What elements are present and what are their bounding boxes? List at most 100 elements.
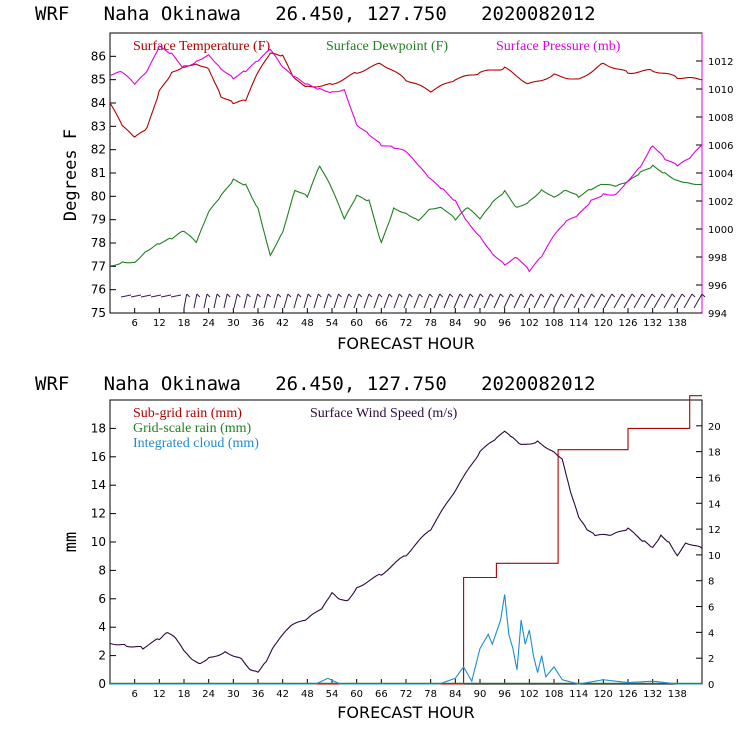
left-y-tick-label: 12: [91, 507, 106, 521]
wind-barb: [613, 293, 623, 309]
wind-barb: [463, 293, 471, 309]
left-y-tick-label: 77: [91, 259, 106, 273]
legend-integrated-cloud: Integrated cloud (mm): [133, 436, 259, 451]
wind-barb: [363, 293, 370, 309]
wind-barb: [493, 293, 501, 309]
wind-barb-flag: [398, 293, 403, 298]
wind-barb-flag: [449, 293, 454, 298]
legend-surface-wind-speed: Surface Wind Speed (m/s): [310, 406, 458, 421]
x-tick-label: 42: [276, 689, 289, 700]
wind-barb-flag: [257, 293, 261, 298]
wind-barb: [643, 293, 653, 309]
left-y-tick-label: 83: [91, 119, 106, 133]
wind-barb-flag: [186, 293, 191, 298]
right-y-tick-label: 998: [708, 253, 727, 264]
right-y-tick-label: 0: [708, 680, 714, 691]
wind-barb: [170, 294, 182, 298]
left-y-tick-label: 76: [91, 283, 106, 297]
wind-barb-flag: [671, 293, 676, 298]
wind-barb: [353, 293, 360, 309]
top-chart-title: WRF Naha Okinawa 26.450, 127.750 2020082…: [35, 3, 596, 25]
wind-barb: [183, 293, 188, 309]
x-tick-label: 78: [424, 318, 437, 329]
x-tick-label: 54: [326, 689, 339, 700]
legend-surface-pressure: Surface Pressure (mb): [496, 39, 621, 54]
wind-barb-flag: [560, 293, 565, 298]
x-tick-label: 12: [153, 689, 166, 700]
wind-barb: [413, 293, 420, 309]
wind-barb: [513, 293, 522, 309]
wind-barb: [623, 293, 633, 309]
series-line-surface-temperature-f: [109, 52, 703, 138]
right-y-tick-label: 1012: [708, 57, 733, 68]
wind-barb: [653, 293, 663, 309]
left-y-tick-label: 16: [91, 450, 106, 464]
x-tick-label: 132: [643, 689, 662, 700]
wind-barb-flag: [621, 293, 626, 298]
wind-barb-flag: [591, 293, 595, 298]
wind-barb: [533, 293, 542, 309]
x-tick-label: 18: [178, 689, 191, 700]
wind-barb: [573, 293, 582, 309]
top-y-axis-label: Degrees F: [61, 129, 81, 221]
x-tick-label: 60: [350, 689, 363, 700]
wind-barb-flag: [328, 293, 332, 298]
wind-barb: [343, 293, 350, 309]
wind-barb: [433, 293, 441, 309]
right-y-tick-label: 994: [708, 309, 727, 320]
x-tick-label: 36: [252, 689, 265, 700]
wind-barb-flag: [287, 293, 292, 298]
x-tick-label: 48: [301, 318, 314, 329]
wind-barb: [423, 293, 431, 309]
wind-barb-flag: [500, 293, 504, 298]
top-left-y-ticks: 75 76 77 78 79 80 81 82 83 84 85 86: [91, 49, 116, 320]
x-tick-label: 108: [544, 318, 563, 329]
right-y-tick-label: 1010: [708, 85, 733, 96]
wind-barb-flag: [631, 293, 636, 298]
x-tick-label: 102: [520, 689, 539, 700]
x-tick-label: 24: [202, 689, 215, 700]
right-y-tick-label: 20: [708, 422, 721, 433]
wind-barb: [313, 293, 319, 309]
wind-barb-flag: [641, 293, 646, 298]
wind-barb: [273, 293, 279, 309]
wind-barb: [263, 293, 269, 309]
left-y-tick-label: 6: [98, 592, 106, 606]
wind-barb: [673, 293, 683, 309]
x-tick-label: 12: [153, 318, 166, 329]
right-y-tick-label: 1002: [708, 197, 733, 208]
wind-barb: [323, 293, 329, 309]
wind-barb-flag: [530, 293, 535, 298]
x-tick-label: 6: [131, 318, 137, 329]
wind-barb: [443, 293, 451, 309]
bottom-y-axis-label: mm: [61, 532, 81, 552]
wind-barb-flag: [368, 293, 373, 298]
wind-barb-flag: [681, 293, 686, 298]
wind-barb: [203, 293, 208, 309]
x-tick-label: 72: [400, 689, 413, 700]
legend-surface-temperature: Surface Temperature (F): [133, 39, 270, 54]
wind-barb-flag: [338, 293, 342, 298]
top-plot-frame: [109, 32, 703, 314]
x-tick-label: 6: [131, 689, 137, 700]
x-tick-label: 66: [375, 689, 388, 700]
bottom-chart: WRF Naha Okinawa 26.450, 127.750 2020082…: [35, 373, 721, 722]
wind-barb: [393, 293, 400, 309]
wind-barb-flag: [550, 293, 555, 298]
x-tick-label: 138: [668, 689, 687, 700]
wind-barb: [223, 293, 228, 309]
wind-barb: [633, 293, 643, 309]
wind-barb-flag: [651, 293, 656, 298]
wind-barb-flag: [358, 293, 363, 298]
wind-barb-flag: [297, 293, 302, 298]
wind-barb: [583, 293, 592, 309]
bottom-left-y-ticks: 0 2 4 6 8 10 12 14 16 18: [91, 421, 116, 691]
series-line-sub-grid-rain-mm: [110, 395, 702, 685]
right-y-tick-label: 2: [708, 654, 714, 665]
right-y-tick-label: 1004: [708, 169, 733, 180]
wind-barb: [150, 294, 162, 298]
right-y-tick-label: 12: [708, 525, 721, 536]
right-y-tick-label: 18: [708, 448, 721, 459]
x-tick-label: 36: [252, 318, 265, 329]
wind-barb-flag: [540, 293, 545, 298]
